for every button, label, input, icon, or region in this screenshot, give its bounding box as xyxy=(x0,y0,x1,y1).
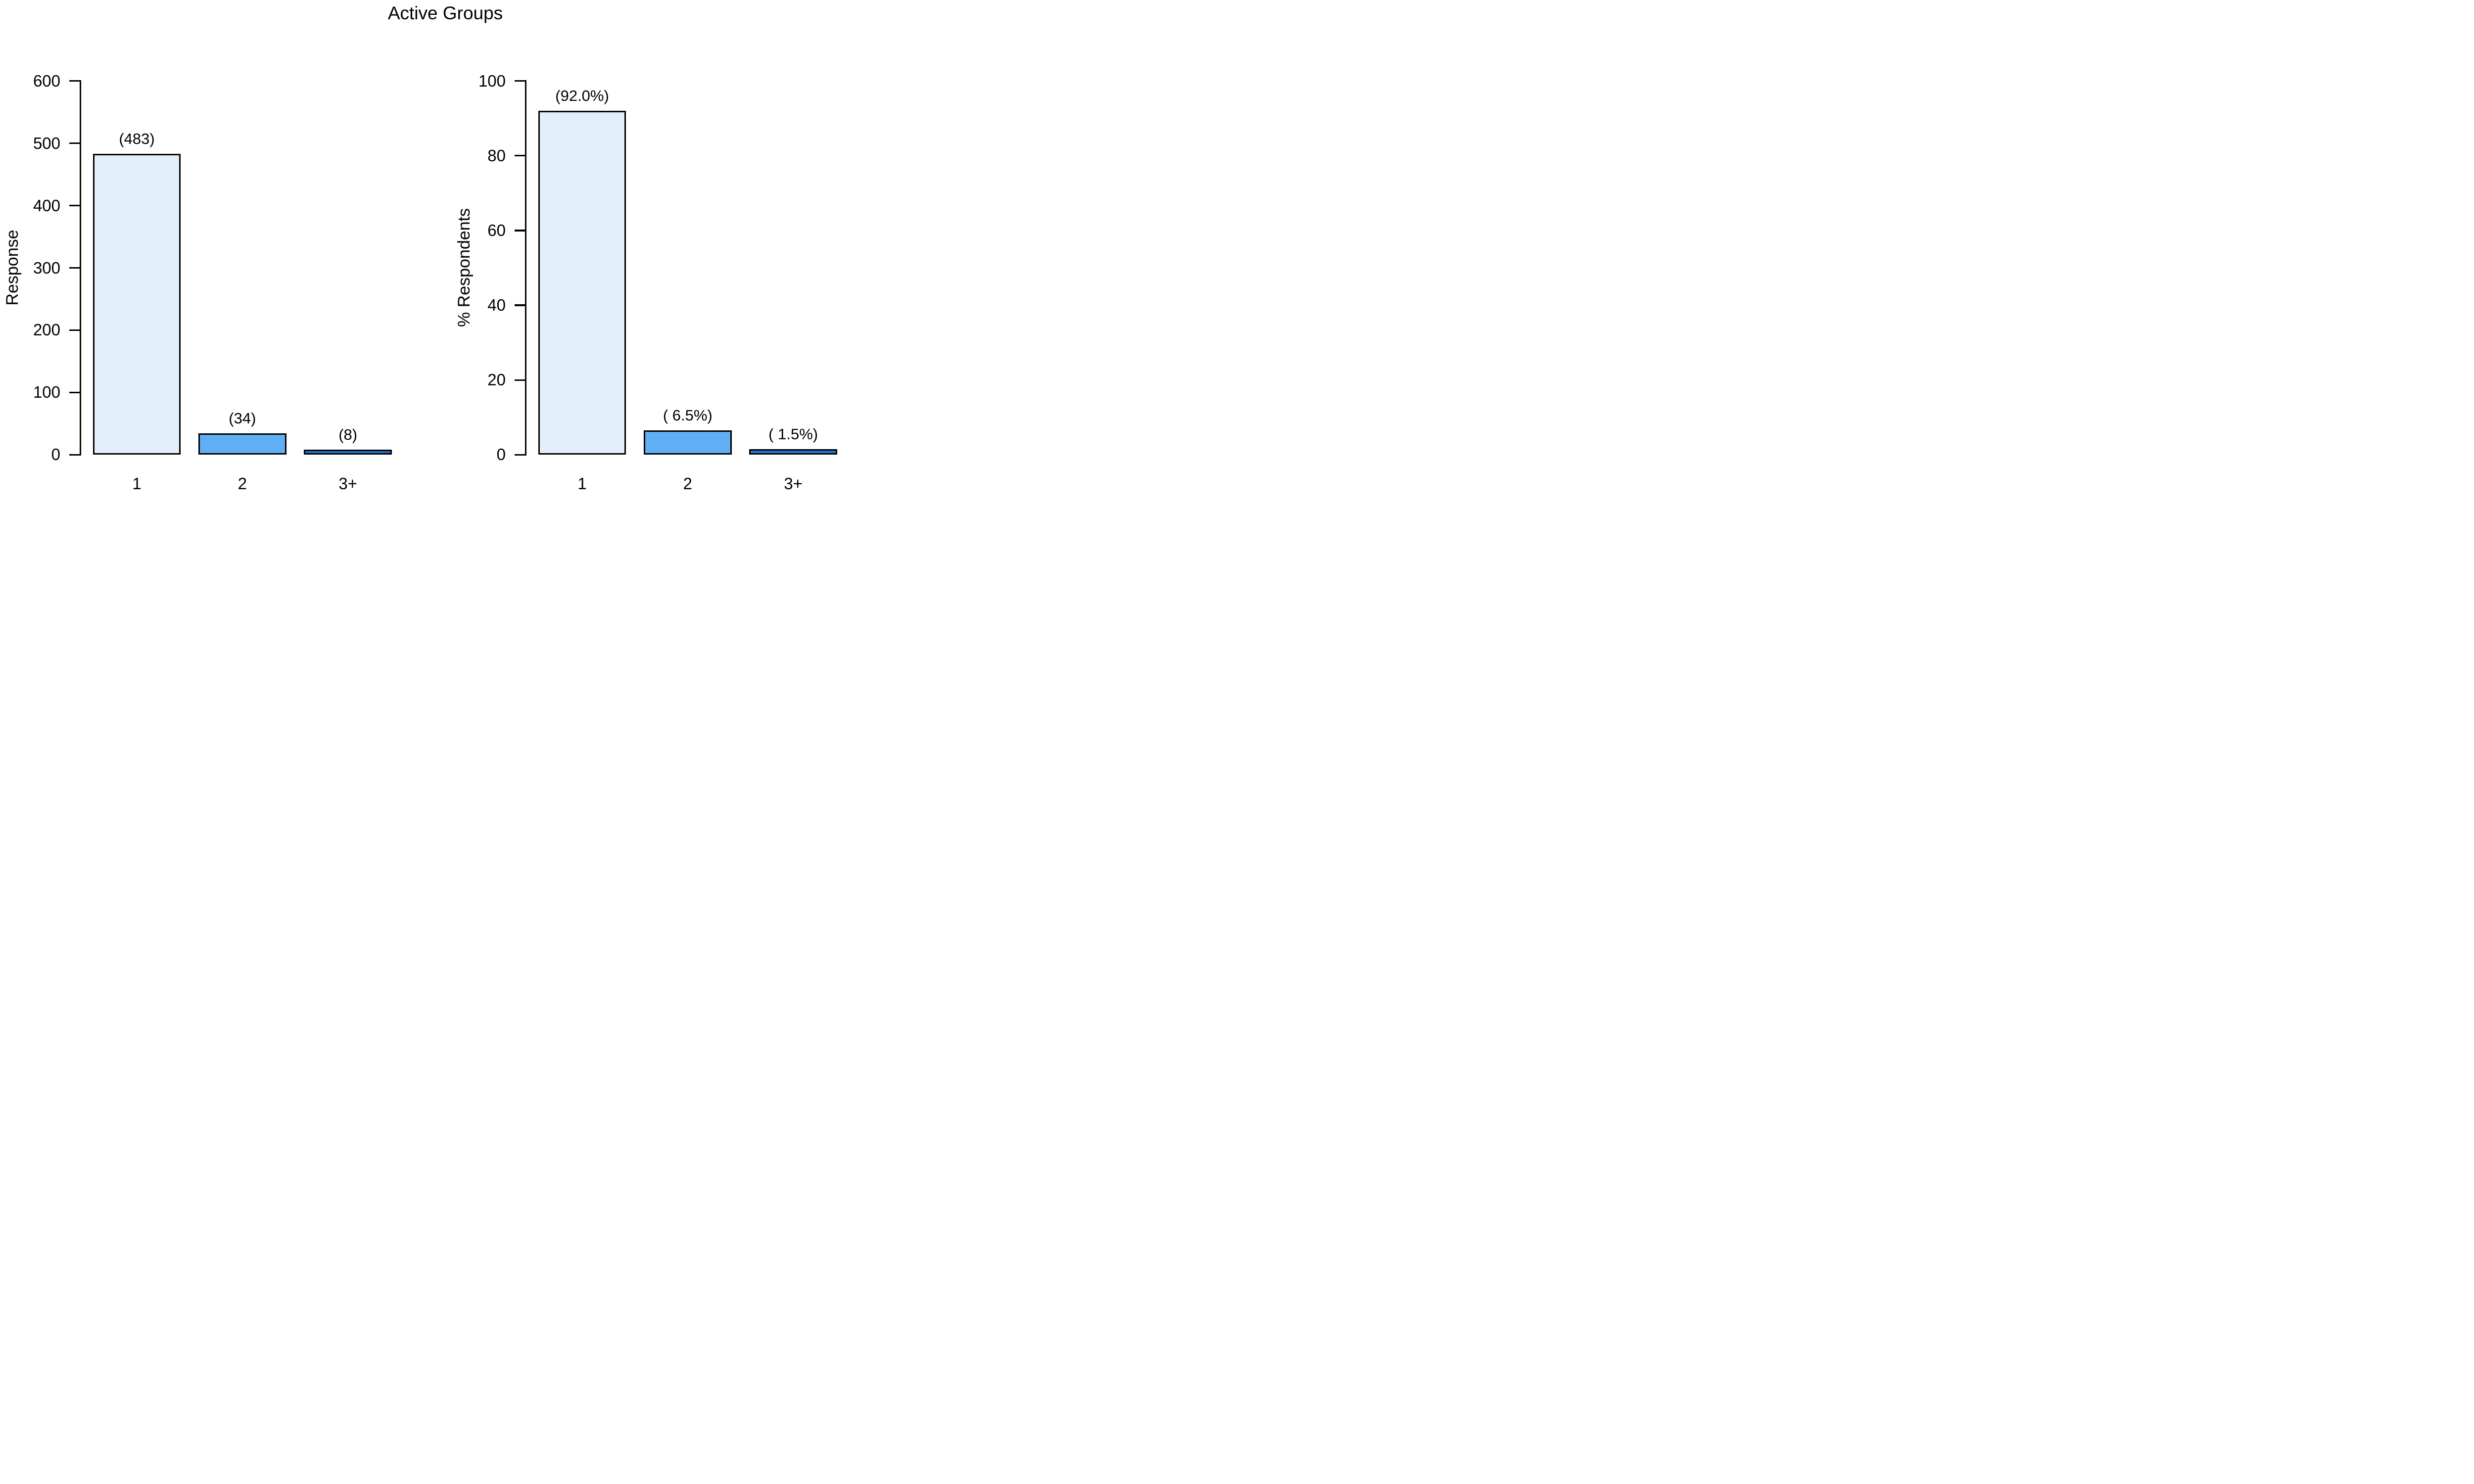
y-tick xyxy=(69,142,80,144)
y-tick xyxy=(69,80,80,82)
x-category-label: 1 xyxy=(132,474,142,493)
x-category-label: 2 xyxy=(683,474,693,493)
y-tick-label: 0 xyxy=(496,445,506,464)
y-tick xyxy=(69,267,80,269)
bar xyxy=(538,111,626,455)
y-tick xyxy=(514,155,525,157)
y-axis-line xyxy=(79,80,81,456)
bar xyxy=(198,433,286,455)
y-tick xyxy=(514,454,525,456)
y-tick-label: 60 xyxy=(487,221,506,239)
x-category-label: 3+ xyxy=(784,474,803,493)
figure-canvas: Active Groups 0 100 200 300 400 500 600 Respons… xyxy=(0,0,891,495)
y-tick-label: 40 xyxy=(487,296,506,315)
y-tick xyxy=(514,379,525,381)
y-axis-title: Response xyxy=(3,230,22,306)
y-tick-label: 80 xyxy=(487,146,506,165)
x-category-label: 2 xyxy=(238,474,247,493)
y-tick-label: 400 xyxy=(33,196,60,215)
bar-value-label: ( 6.5%) xyxy=(663,407,713,424)
bar-value-label: ( 1.5%) xyxy=(768,425,818,443)
bar xyxy=(304,450,392,455)
bar-value-label: (92.0%) xyxy=(555,87,609,105)
y-tick-label: 500 xyxy=(33,134,60,152)
y-tick xyxy=(69,329,80,331)
bar xyxy=(93,154,181,455)
y-tick xyxy=(69,454,80,456)
bar-value-label: (483) xyxy=(119,130,155,148)
y-tick-label: 200 xyxy=(33,321,60,339)
bar-value-label: (8) xyxy=(338,426,358,444)
x-category-label: 3+ xyxy=(338,474,357,493)
y-tick-label: 300 xyxy=(33,258,60,277)
y-axis-title: % Respondents xyxy=(455,208,474,327)
y-tick-label: 100 xyxy=(33,383,60,402)
y-tick xyxy=(69,391,80,393)
y-tick-label: 20 xyxy=(487,371,506,389)
y-axis-line xyxy=(524,80,526,456)
y-tick xyxy=(69,204,80,207)
y-tick-label: 100 xyxy=(478,71,506,90)
bar-value-label: (34) xyxy=(229,410,256,427)
y-tick xyxy=(514,304,525,306)
bar xyxy=(749,449,837,455)
y-tick xyxy=(514,80,525,82)
y-tick-label: 600 xyxy=(33,71,60,90)
chart-title: Active Groups xyxy=(387,3,503,23)
y-tick xyxy=(514,230,525,232)
x-category-label: 1 xyxy=(577,474,587,493)
y-tick-label: 0 xyxy=(51,445,60,464)
bar xyxy=(644,430,732,455)
